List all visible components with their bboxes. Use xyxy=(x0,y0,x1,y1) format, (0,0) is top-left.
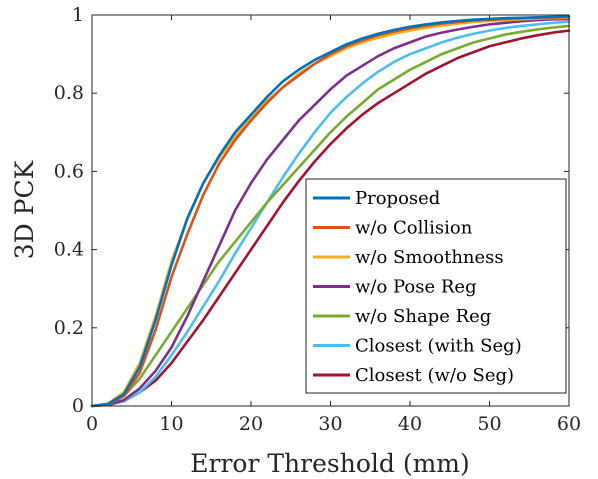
y-tick-label: 0.4 xyxy=(54,239,84,261)
series-line-closest-w-o-seg xyxy=(90,29,571,408)
y-tick-label: 1 xyxy=(72,4,84,26)
legend-label: w/o Shape Reg xyxy=(355,306,491,327)
legend-label: Closest (with Seg) xyxy=(355,336,522,357)
legend-label: w/o Pose Reg xyxy=(355,277,477,298)
series-line-w-o-shape-reg xyxy=(90,24,571,408)
x-tick-label: 10 xyxy=(159,413,183,435)
x-tick-label: 60 xyxy=(557,413,581,435)
legend-label: w/o Collision xyxy=(355,218,473,239)
x-axis-title: Error Threshold (mm) xyxy=(190,449,469,478)
series-line-w-o-pose-reg xyxy=(90,17,571,408)
y-axis-title: 3D PCK xyxy=(10,159,39,259)
y-axis: 0 0.2 0.4 0.6 0.8 1 xyxy=(54,4,569,417)
x-tick-label: 50 xyxy=(477,413,501,435)
x-axis: 0 10 20 30 40 50 60 xyxy=(86,15,581,435)
series-line-closest-with-seg xyxy=(90,20,571,408)
x-tick-label: 30 xyxy=(318,413,342,435)
legend: Proposed w/o Collision w/o Smoothness w/o P… xyxy=(305,178,567,394)
y-tick-label: 0.6 xyxy=(54,160,84,182)
y-tick-label: 0.2 xyxy=(54,317,84,339)
legend-label: Closest (w/o Seg) xyxy=(355,365,514,386)
legend-label: w/o Smoothness xyxy=(355,247,504,268)
legend-items: Proposed w/o Collision w/o Smoothness w/o P… xyxy=(313,188,522,386)
y-tick-label: 0.8 xyxy=(54,82,84,104)
y-tick-label: 0 xyxy=(72,395,84,417)
x-tick-label: 0 xyxy=(86,413,98,435)
x-tick-label: 20 xyxy=(239,413,263,435)
legend-label: Proposed xyxy=(355,188,440,209)
x-tick-label: 40 xyxy=(398,413,422,435)
